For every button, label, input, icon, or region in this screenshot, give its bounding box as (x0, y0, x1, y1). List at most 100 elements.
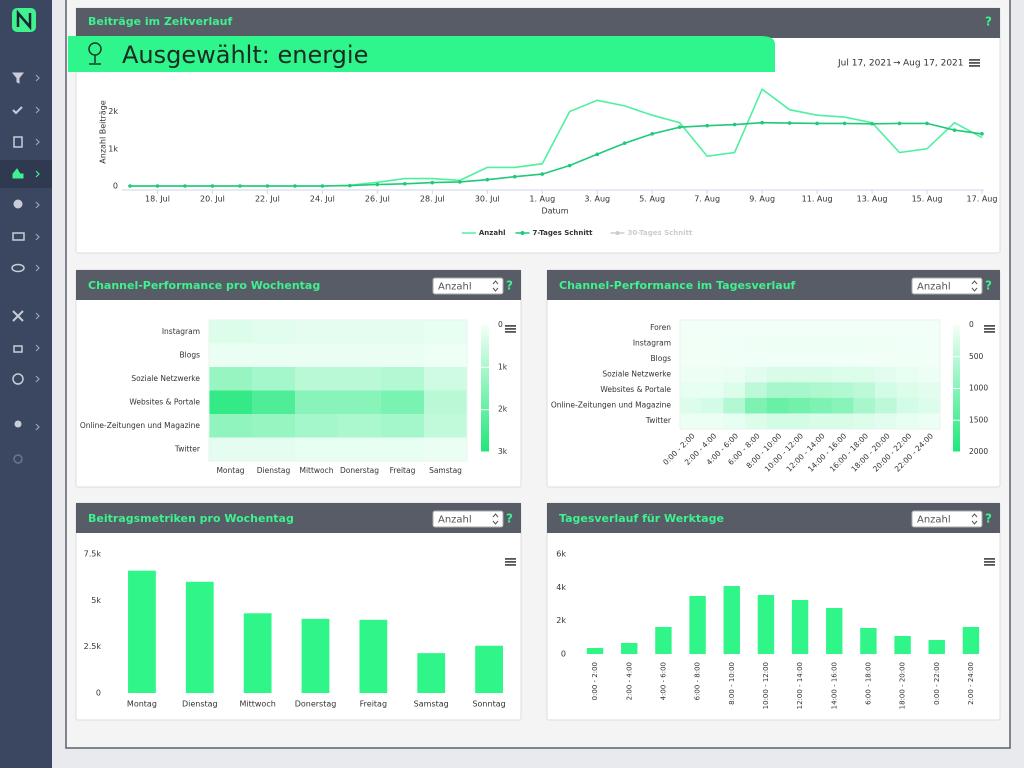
heatmap-cell (252, 367, 296, 391)
heatmap-cell (680, 366, 702, 383)
x-tick-label: 0:00 - 22:00 (933, 662, 941, 705)
column-label: Donerstag (340, 466, 379, 475)
heatmap-cell (896, 382, 919, 399)
row-label: Blogs (180, 350, 201, 359)
bulb-icon[interactable] (13, 199, 23, 209)
heatmap-cell (723, 413, 746, 430)
logo-mark (16, 9, 32, 31)
x-tick-label: 3. Aug (584, 195, 610, 204)
series-marker (485, 177, 490, 182)
heatmap-cell (424, 343, 468, 368)
eye-icon[interactable] (11, 263, 25, 273)
dropdown[interactable] (432, 277, 504, 295)
legend-label[interactable]: 7-Tages Schnitt (533, 229, 594, 237)
check-icon[interactable] (12, 106, 23, 115)
heatmap-cell (810, 413, 832, 430)
help-button[interactable]: ? (985, 15, 992, 29)
x-tick-label: Donerstag (295, 700, 337, 709)
heatmap-cell (723, 320, 746, 336)
series-marker (238, 184, 242, 188)
y-tick-label: 2.5k (84, 642, 102, 651)
power-icon[interactable] (13, 454, 23, 464)
chart-icon[interactable] (12, 168, 24, 179)
heatmap-cell (875, 351, 897, 368)
heatmap-cell (680, 397, 702, 414)
colorbar-label: 1k (498, 362, 508, 371)
calc-icon[interactable] (13, 136, 23, 148)
heatmap-cell (788, 366, 811, 383)
heatmap-cell (209, 367, 253, 391)
help-button[interactable]: ? (985, 512, 992, 526)
x-tick-label: 10:00 - 12:00 (762, 662, 770, 709)
dropdown[interactable] (911, 277, 983, 295)
y-tick-label: 7.5k (84, 550, 102, 559)
heatmap-cell (875, 382, 897, 399)
x-tick-label: Montag (127, 700, 157, 709)
bar (655, 627, 672, 654)
heatmap-cell (831, 320, 854, 336)
dropdown[interactable] (911, 510, 983, 528)
filter-icon[interactable] (11, 72, 25, 84)
dropdown[interactable] (432, 510, 504, 528)
heatmap-cell (875, 335, 897, 352)
heatmap-cell (424, 390, 468, 415)
card-icon[interactable] (12, 232, 25, 241)
legend-label[interactable]: Anzahl (479, 229, 506, 237)
heatmap-cell (896, 335, 919, 352)
x-tick-label: 7. Aug (694, 195, 720, 204)
series-marker (348, 183, 352, 188)
help-button[interactable]: ? (506, 512, 513, 526)
heatmap-cell (424, 320, 468, 344)
series-marker (622, 141, 627, 145)
heatmap-cell (896, 413, 919, 430)
heatmap-cell (381, 343, 425, 368)
colorbar-label: 2000 (969, 447, 988, 456)
series-line (130, 121, 983, 187)
panel-title: Beiträge im Zeitverlauf (88, 15, 232, 28)
series-marker (210, 184, 215, 188)
heatmap-cell (295, 343, 339, 368)
y-tick-label: 0 (96, 689, 101, 698)
legend-label[interactable]: 30-Tages Schnitt (628, 229, 693, 237)
heatmap-cell (745, 351, 767, 368)
heatmap-cell (338, 320, 382, 344)
heatmap-cell (853, 335, 876, 352)
menu-button-bar (984, 328, 995, 330)
help-button[interactable]: ? (985, 279, 992, 293)
colorbar-label: 1500 (969, 415, 988, 424)
x-tick-label: 26. Jul (365, 195, 390, 204)
series-marker (732, 122, 737, 127)
heatmap-cell (723, 366, 746, 383)
series-marker (375, 182, 380, 187)
help-button[interactable]: ? (506, 279, 513, 293)
series-marker (155, 184, 160, 188)
bar (757, 595, 775, 654)
column-label: Samstag (429, 466, 462, 475)
heatmap-cell (745, 366, 767, 383)
selection-title: Ausgewählt: energie (122, 41, 368, 69)
heatmap-cell (745, 320, 767, 336)
heatmap-cell (381, 437, 425, 462)
heatmap-cell (381, 414, 425, 438)
heatmap-cell (745, 413, 767, 430)
heatmap-border (208, 319, 468, 462)
x-tick-label: 24. Jul (310, 195, 335, 204)
x-tick-label: 12:00 - 14:00 (796, 662, 804, 709)
heatmap-cell (766, 382, 789, 399)
play-icon[interactable] (12, 373, 24, 385)
user-icon[interactable] (14, 420, 22, 428)
series-marker (925, 121, 929, 126)
menu-icons (11, 72, 25, 464)
chevron (35, 74, 40, 431)
row-label: Websites & Portale (129, 397, 200, 406)
panel-title: Beitragsmetriken pro Wochentag (88, 512, 294, 525)
heatmap-cell (209, 390, 253, 415)
bar (894, 636, 911, 654)
heatmap-cell (701, 413, 724, 430)
heatmap-cell (918, 366, 941, 383)
lock-icon[interactable] (13, 345, 23, 353)
x-axis-label: Datum (541, 207, 568, 216)
heatmap-cell (766, 351, 789, 368)
tools-icon[interactable] (12, 310, 24, 322)
